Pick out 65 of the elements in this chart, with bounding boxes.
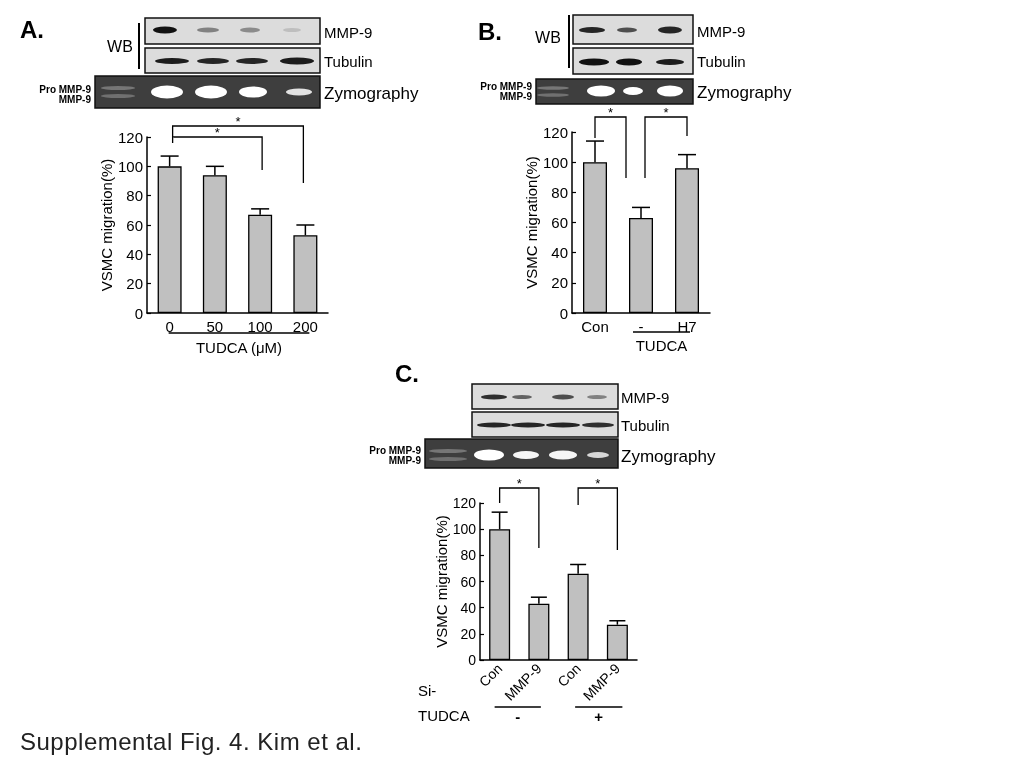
y-tick-label: 120 xyxy=(452,495,477,511)
y-tick-label: 60 xyxy=(126,216,143,234)
text: MMP-9 xyxy=(388,455,421,466)
text: MMP-9 xyxy=(499,91,532,102)
text: Zymography xyxy=(697,82,792,102)
text: Pro MMP-9 xyxy=(39,84,91,95)
y-tick-label: 100 xyxy=(117,157,143,175)
text: Si- xyxy=(418,681,437,699)
y-tick-label: 100 xyxy=(542,153,568,171)
y-tick-label: 20 xyxy=(551,274,568,292)
text: Pro MMP-9 xyxy=(480,81,532,92)
y-tick-label: 40 xyxy=(126,245,143,263)
text: Tubulin xyxy=(697,52,746,70)
text: + xyxy=(594,707,604,725)
text: Tubulin xyxy=(324,52,373,70)
x-axis-title: TUDCA xyxy=(635,336,688,354)
text: Zymography xyxy=(324,83,419,103)
y-tick-label: 0 xyxy=(559,304,568,322)
text: Tubulin xyxy=(621,416,670,434)
text: Pro MMP-9 xyxy=(369,445,421,456)
x-tick-label: 0 xyxy=(165,318,174,335)
text: Supplemental Fig. 4. Kim et al. xyxy=(20,728,363,755)
x-axis-title: TUDCA (μM) xyxy=(195,338,283,356)
y-axis-title: VSMC migration(%) xyxy=(98,158,116,292)
y-tick-label: 100 xyxy=(452,521,477,538)
x-tick-label: 100 xyxy=(247,318,273,335)
x-tick-label: - xyxy=(638,318,644,335)
text: * xyxy=(663,104,669,120)
text: * xyxy=(607,104,614,120)
x-axis-title: TUDCA xyxy=(418,706,470,724)
y-axis-title: VSMC migration(%) xyxy=(432,515,450,648)
y-tick-label: 60 xyxy=(551,214,568,231)
y-tick-label: 120 xyxy=(117,128,143,146)
text: Zymography xyxy=(621,446,716,466)
text: MMP-9 xyxy=(324,23,373,41)
chart-title: B. xyxy=(478,18,502,45)
text: * xyxy=(235,113,241,129)
y-tick-label: 80 xyxy=(126,187,143,205)
chart-title: A. xyxy=(20,16,44,43)
x-tick-label: H7 xyxy=(677,318,697,335)
y-tick-label: 20 xyxy=(460,625,477,642)
x-tick-label: Con xyxy=(475,660,506,690)
y-tick-label: 40 xyxy=(460,599,477,616)
text: - xyxy=(515,707,521,725)
x-tick-label: 50 xyxy=(206,318,224,335)
y-axis-title: VSMC migration(%) xyxy=(523,156,541,289)
y-tick-label: 20 xyxy=(126,275,143,293)
text: MMP-9 xyxy=(697,22,746,40)
y-tick-label: 80 xyxy=(460,547,477,564)
annotation: * xyxy=(214,124,220,140)
x-tick-label: Con xyxy=(581,318,609,335)
text: WB xyxy=(107,38,133,55)
text: MMP-9 xyxy=(58,94,91,105)
x-tick-label: 200 xyxy=(292,318,318,335)
text: WB xyxy=(535,29,561,46)
y-tick-label: 80 xyxy=(551,183,568,201)
text: MMP-9 xyxy=(621,388,670,406)
y-tick-label: 60 xyxy=(460,573,477,590)
chart-title: C. xyxy=(395,360,419,387)
text: * xyxy=(595,475,601,491)
y-tick-label: 40 xyxy=(551,244,568,262)
text: * xyxy=(516,475,522,491)
y-tick-label: 120 xyxy=(542,123,568,141)
y-tick-label: 0 xyxy=(134,304,143,322)
x-tick-label: Con xyxy=(554,660,584,690)
